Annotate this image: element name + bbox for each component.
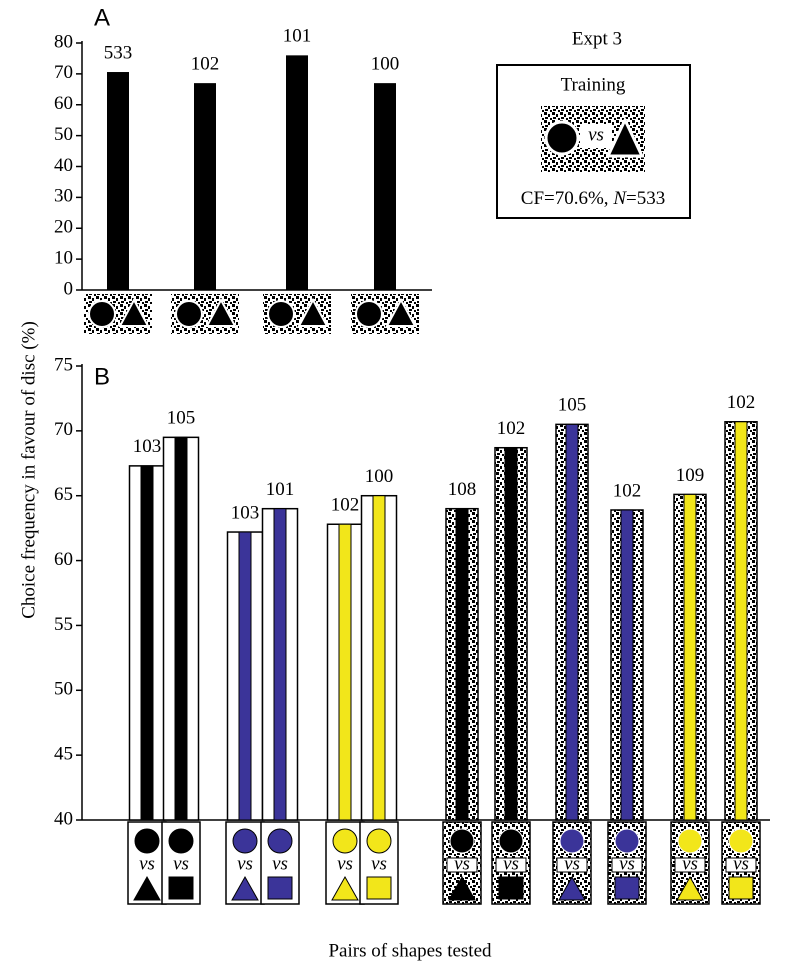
bar-stripe <box>621 510 633 820</box>
bar-stripe <box>684 494 696 820</box>
y-tick-label: 40 <box>54 808 73 829</box>
pair-square <box>367 877 391 899</box>
pair-disc <box>678 829 702 853</box>
bar <box>107 72 129 290</box>
y-tick-label: 50 <box>54 124 73 145</box>
sample-size-label: 103 <box>231 502 260 523</box>
bar-stripe <box>456 509 468 820</box>
x-axis-label: Pairs of shapes tested <box>328 940 492 961</box>
sample-size-label: 101 <box>283 26 312 47</box>
pair-disc <box>729 829 753 853</box>
bar <box>194 83 216 290</box>
pair-vs: vs <box>173 853 189 874</box>
sample-size-label: 109 <box>676 465 705 486</box>
pair-vs: vs <box>139 853 155 874</box>
bar-stripe <box>735 422 747 820</box>
y-tick-label: 50 <box>54 679 73 700</box>
bar <box>374 83 396 290</box>
sample-size-label: 101 <box>266 479 295 500</box>
pair-disc <box>615 829 639 853</box>
bar-stripe <box>505 448 517 820</box>
sample-size-label: 102 <box>613 480 642 501</box>
sample-size-label: 105 <box>558 395 587 416</box>
sample-size-label: 100 <box>371 53 400 74</box>
figure: Choice frequency in favour of disc (%) P… <box>0 0 796 965</box>
y-tick-label: 20 <box>54 217 73 238</box>
thumb-disc <box>89 301 115 327</box>
y-tick-label: 75 <box>54 354 73 375</box>
pair-vs: vs <box>272 853 288 874</box>
caption-a: CF=70.6%, <box>521 188 614 209</box>
inset-caption: CF=70.6%, N=533 <box>521 188 665 209</box>
y-tick-label: 60 <box>54 93 73 114</box>
y-tick-label: 70 <box>54 62 73 83</box>
thumb-disc <box>176 301 202 327</box>
pair-disc <box>499 829 523 853</box>
inset-disc <box>546 122 578 154</box>
sample-size-label: 103 <box>133 436 162 457</box>
sample-size-label: 100 <box>365 466 394 487</box>
thumb-disc <box>356 301 382 327</box>
pair-disc <box>268 829 292 853</box>
panel-label: A <box>94 4 110 31</box>
sample-size-label: 533 <box>104 42 133 63</box>
pair-square <box>169 877 193 899</box>
pair-disc <box>450 829 474 853</box>
y-tick-label: 0 <box>64 278 74 299</box>
pair-disc <box>233 829 257 853</box>
pair-vs: vs <box>733 853 749 874</box>
y-tick-label: 40 <box>54 155 73 176</box>
sample-size-label: 102 <box>331 495 360 516</box>
thumb-disc <box>268 301 294 327</box>
pair-disc <box>135 829 159 853</box>
pair-vs: vs <box>371 853 387 874</box>
y-tick-label: 45 <box>54 744 73 765</box>
sample-size-label: 102 <box>191 53 220 74</box>
y-tick-label: 30 <box>54 186 73 207</box>
y-tick-label: 65 <box>54 484 73 505</box>
pair-vs: vs <box>454 853 470 874</box>
sample-size-label: 102 <box>727 392 756 413</box>
pair-vs: vs <box>564 853 580 874</box>
bar <box>286 55 308 290</box>
caption-b: =533 <box>626 188 665 209</box>
inset-heading: Training <box>561 74 626 95</box>
y-tick-label: 60 <box>54 549 73 570</box>
pair-vs: vs <box>682 853 698 874</box>
pair-vs: vs <box>237 853 253 874</box>
inset-vs: vs <box>588 124 604 145</box>
pair-square <box>499 877 523 899</box>
bar-stripe <box>175 437 187 820</box>
sample-size-label: 102 <box>497 418 526 439</box>
inset: Expt 3 Training vs CF=70.6%, N=533 <box>497 28 690 218</box>
pair-square <box>729 877 753 899</box>
pair-disc <box>333 829 357 853</box>
inset-title: Expt 3 <box>572 28 622 49</box>
pair-disc <box>367 829 391 853</box>
y-tick-label: 10 <box>54 247 73 268</box>
sample-size-label: 105 <box>167 408 196 429</box>
panel-label: B <box>94 363 110 390</box>
pair-vs: vs <box>503 853 519 874</box>
bar-stripe <box>239 532 251 820</box>
y-tick-label: 55 <box>54 614 73 635</box>
y-axis-label: Choice frequency in favour of disc (%) <box>18 321 39 619</box>
pair-square <box>615 877 639 899</box>
pair-square <box>268 877 292 899</box>
bar-stripe <box>141 466 153 820</box>
pair-disc <box>169 829 193 853</box>
bar-stripe <box>274 509 286 820</box>
pair-disc <box>560 829 584 853</box>
bar-stripe <box>373 496 385 820</box>
sample-size-label: 108 <box>448 479 477 500</box>
pair-vs: vs <box>619 853 635 874</box>
bar-stripe <box>339 524 351 820</box>
pair-vs: vs <box>337 853 353 874</box>
y-tick-label: 80 <box>54 31 73 52</box>
y-tick-label: 70 <box>54 419 73 440</box>
bar-stripe <box>566 424 578 820</box>
